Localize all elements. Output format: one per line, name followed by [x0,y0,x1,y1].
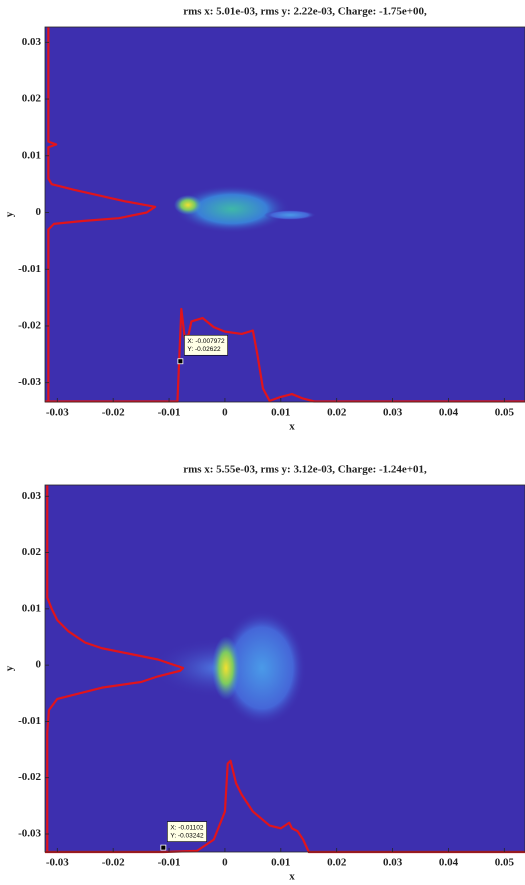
datatip-label: X: -0.007972 [187,338,225,345]
y-axis-label: y [4,211,16,217]
x-axis-label: x [289,421,295,433]
x-tick-label: -0.02 [102,857,125,869]
x-tick-label: 0.04 [439,857,459,869]
y-tick-label: 0.02 [22,546,42,558]
x-tick-label: 0.04 [439,407,459,419]
chart-title: rms x: 5.01e-03, rms y: 2.22e-03, Charge… [183,6,427,18]
x-tick-label: -0.01 [158,407,181,419]
y-tick-label: -0.03 [18,828,41,840]
datatip-label: X: -0.01102 [170,824,204,831]
y-tick-label: 0 [36,659,42,671]
x-tick-label: 0.01 [271,407,290,419]
y-tick-label: 0.01 [22,149,41,161]
datatip-marker [160,844,167,851]
x-tick-label: 0.02 [327,407,347,419]
datatip-box [184,334,228,356]
x-tick-label: 0.01 [271,857,290,869]
x-tick-label: 0 [222,407,228,419]
datatip-marker [177,358,184,365]
y-tick-label: -0.01 [18,263,41,275]
y-tick-label: -0.02 [18,320,41,332]
y-tick-label: 0 [36,206,42,218]
x-tick-label: 0 [222,857,228,869]
profile-line [45,759,525,854]
x-tick-label: 0.03 [383,407,403,419]
x-tick-label: 0.05 [495,857,515,869]
x-tick-label: 0.03 [383,857,403,869]
beam-image [150,610,306,726]
y-tick-label: -0.02 [18,771,41,783]
beam-image [174,185,316,233]
datatip-label: Y: -0.03242 [170,832,204,839]
y-axis-label: y [4,665,16,671]
x-axis-label: x [289,871,295,883]
profile-line [47,27,157,402]
x-tick-label: -0.03 [46,857,69,869]
y-tick-label: 0.03 [22,36,42,48]
x-tick-label: 0.05 [495,407,515,419]
y-tick-label: 0.01 [22,602,41,614]
y-tick-label: 0.02 [22,93,42,105]
datatip-label: Y: -0.02622 [187,346,221,353]
x-tick-label: -0.03 [46,407,69,419]
x-tick-label: -0.02 [102,407,125,419]
chart-title: rms x: 5.55e-03, rms y: 3.12e-03, Charge… [183,464,427,476]
x-tick-label: 0.02 [327,857,347,869]
profile-line [46,485,185,852]
axes-frame [44,26,525,403]
datatip-box [167,821,207,842]
x-tick-label: -0.01 [158,857,181,869]
y-tick-label: 0.03 [22,490,42,502]
axes-frame [44,484,525,853]
y-tick-label: -0.01 [18,715,41,727]
y-tick-label: -0.03 [18,376,41,388]
